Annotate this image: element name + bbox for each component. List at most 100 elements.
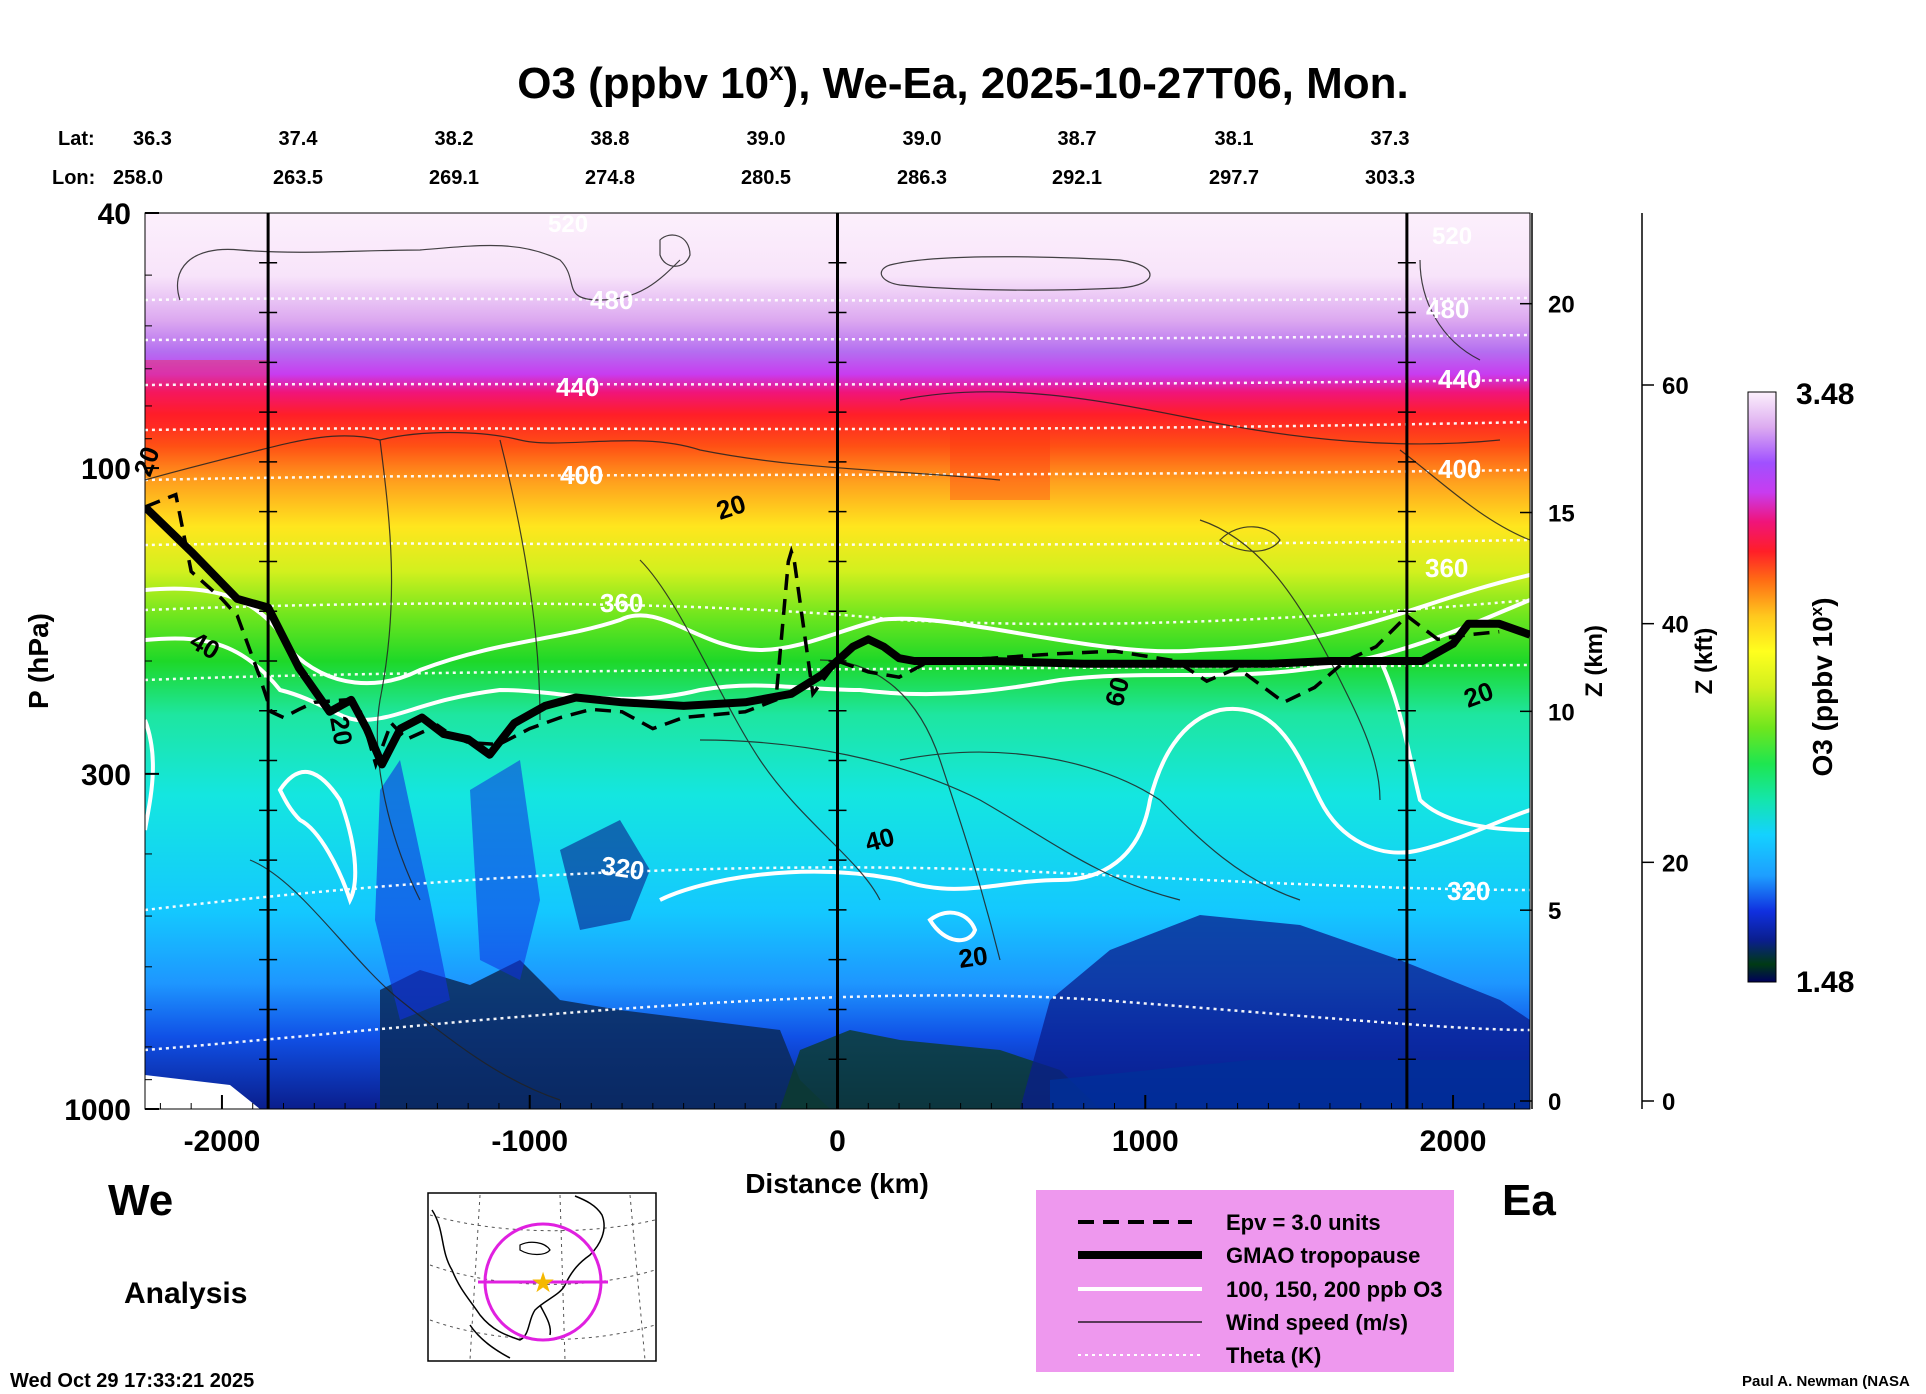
map-coastline-florida: [539, 1304, 552, 1336]
z-km-tick-label: 15: [1548, 501, 1575, 528]
theta-label-520-east: 520: [1432, 223, 1472, 250]
colorbar-max-label: 3.48: [1796, 378, 1854, 411]
map-parallel-2: [429, 1264, 656, 1285]
x-tick-label: 2000: [1420, 1125, 1487, 1158]
theta-contour-4: [145, 420, 1530, 432]
lat-value: 36.3: [133, 128, 172, 150]
theta-label-440-west: 440: [556, 372, 599, 402]
lon-value: 292.1: [1052, 167, 1102, 189]
low-ozone-column-west: [375, 760, 450, 1020]
theta-contour-9: [145, 866, 1530, 912]
wind-label-20-2: 20: [324, 714, 359, 748]
x-axis-label: Distance (km): [745, 1168, 929, 1199]
theta-contour-1: [145, 296, 1530, 302]
wind-contour-7: [639, 559, 881, 901]
lat-value: 38.2: [435, 128, 474, 150]
lon-value: 274.8: [585, 167, 635, 189]
contour-overlays: [145, 234, 1530, 1101]
z-kft-axis: 0 20 40 60: [1641, 213, 1689, 1116]
lon-row-label: Lon:: [52, 167, 95, 189]
lon-value: 258.0: [113, 167, 163, 189]
map-graticule: [429, 1194, 656, 1361]
z-km-tick-label: 0: [1548, 1089, 1561, 1116]
map-mexico-coast: [469, 1324, 511, 1359]
theta-label-320-east: 320: [1447, 876, 1490, 906]
chart-title: O3 (ppbv 10x), We-Ea, 2025-10-27T06, Mon…: [517, 56, 1409, 108]
map-center-star-icon: ★: [530, 1267, 555, 1298]
legend-label-theta: Theta (K): [1226, 1343, 1321, 1368]
colorbar-gradient: [1747, 391, 1777, 983]
wind-speed-contours: [145, 234, 1530, 1101]
map-great-lakes: [519, 1241, 551, 1256]
y-tick-label: 1000: [64, 1094, 131, 1127]
lon-value: 280.5: [741, 167, 791, 189]
wind-contour-5: [376, 439, 421, 901]
z-kft-tick-label: 60: [1662, 373, 1689, 400]
colorbar: 3.48 1.48 O3 (ppbv 10x): [1747, 378, 1854, 999]
wind-label-20-4: 20: [957, 940, 990, 974]
wind-contour-4: [145, 431, 1001, 481]
theta-label-400-west: 400: [560, 460, 603, 490]
z-km-axis-label: Z (km): [1581, 625, 1608, 697]
x-tick-label: -2000: [184, 1125, 261, 1158]
wind-contour-14: [1399, 449, 1530, 541]
timestamp: Wed Oct 29 17:33:21 2025: [10, 1370, 254, 1392]
epv-3-line: [145, 492, 1500, 770]
colorbar-title: O3 (ppbv 10x): [1807, 597, 1838, 776]
lat-value: 38.1: [1215, 128, 1254, 150]
x-axis: -2000 -1000 0 1000 2000: [159, 1095, 1516, 1158]
y-tick-label: 300: [81, 759, 131, 792]
theta-label-320-west: 320: [599, 850, 646, 886]
z-km-axis: 0 5 10 15 20: [1520, 213, 1575, 1116]
lon-value: 269.1: [429, 167, 479, 189]
lat-value: 38.8: [591, 128, 630, 150]
credit: Paul A. Newman (NASA: [1742, 1373, 1910, 1390]
y-tick-label: 40: [98, 198, 131, 231]
legend-label-tropopause: GMAO tropopause: [1226, 1243, 1420, 1268]
x-tick-label: -1000: [491, 1125, 568, 1158]
theta-contours: [145, 296, 1530, 1052]
ozone-200-ppb-contour: [145, 573, 1530, 686]
ozone-100-ppb-contour-west: [145, 719, 155, 831]
lat-value: 39.0: [903, 128, 942, 150]
east-label: Ea: [1502, 1176, 1556, 1225]
location-map-inset: ★: [427, 1192, 657, 1362]
lat-row-label: Lat:: [58, 128, 95, 150]
wind-contour-10: [1199, 519, 1381, 801]
y-axis: 40 100 300 1000: [64, 198, 159, 1127]
legend-label-wind: Wind speed (m/s): [1226, 1310, 1408, 1335]
lat-value: 37.4: [279, 128, 319, 150]
ozone-100-ppb-contour-2: [659, 706, 1530, 902]
theta-contour-7: [145, 598, 1530, 626]
z-kft-tick-label: 20: [1662, 850, 1689, 877]
ozone-100-ppb-contour-3: [927, 910, 978, 943]
lat-value: 37.3: [1371, 128, 1410, 150]
theta-label-480-west: 480: [590, 285, 633, 315]
x-tick-label: 0: [829, 1125, 846, 1158]
lat-value: 39.0: [747, 128, 786, 150]
wind-contour-3: [659, 234, 691, 267]
wind-contour-15: [1419, 259, 1481, 361]
analysis-label: Analysis: [124, 1277, 247, 1310]
wind-contour-1: [176, 244, 681, 301]
theta-contour-5: [145, 468, 1530, 482]
wind-contour-11: [899, 751, 1301, 901]
lon-value: 297.7: [1209, 167, 1259, 189]
map-frame: [427, 1192, 657, 1362]
west-label: We: [108, 1176, 173, 1225]
low-ozone-region-west: [380, 960, 830, 1109]
ozone-100-ppb-contour-4: [1378, 659, 1530, 832]
theta-label-480-east: 480: [1426, 294, 1469, 324]
low-ozone-region-center: [780, 1030, 1100, 1109]
lon-value: 286.3: [897, 167, 947, 189]
wind-contour-6: [499, 439, 541, 721]
surface-dark-blue-east: [1050, 1060, 1530, 1109]
lat-value: 38.7: [1058, 128, 1097, 150]
z-kft-axis-label: Z (kft): [1691, 628, 1718, 695]
colorbar-min-label: 1.48: [1796, 966, 1854, 999]
wind-contour-2: [880, 256, 1151, 291]
theta-contour-10: [145, 994, 1530, 1052]
wind-contour-13: [699, 739, 1181, 901]
legend-label-ozone-contours: 100, 150, 200 ppb O3: [1226, 1277, 1442, 1302]
z-kft-tick-label: 0: [1662, 1089, 1675, 1116]
